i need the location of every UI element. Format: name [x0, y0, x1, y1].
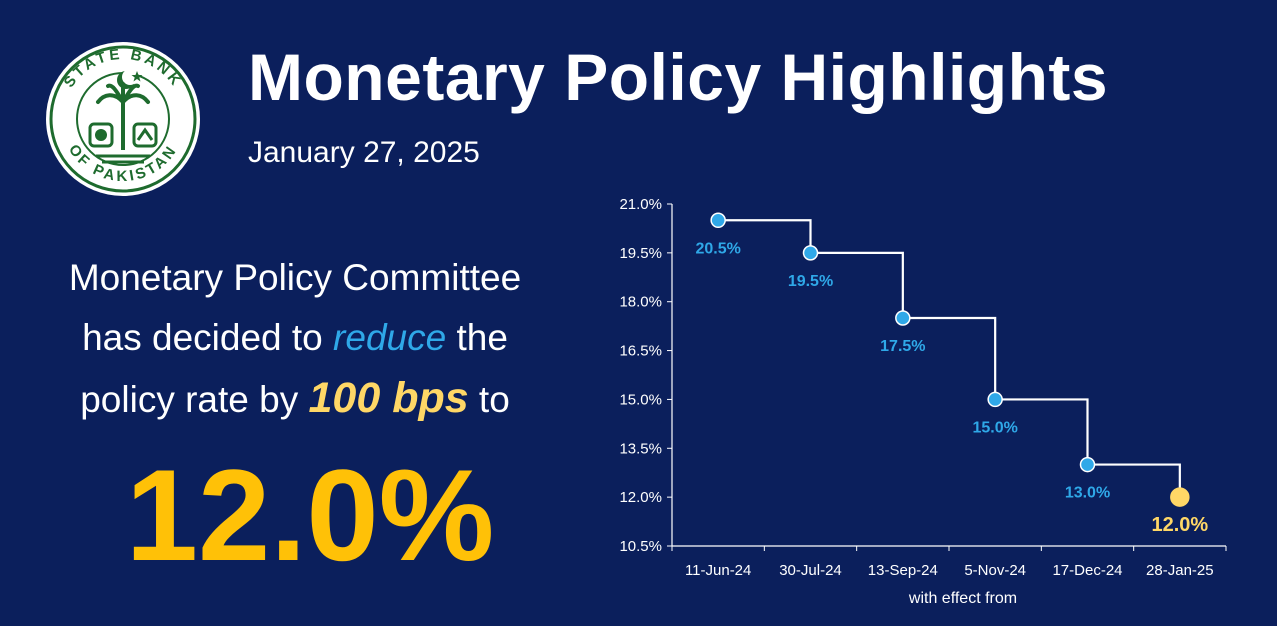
statement-line-2-suffix: the — [456, 317, 508, 358]
policy-statement: Monetary Policy Committee has decided to… — [20, 248, 570, 430]
y-tick-label: 15.0% — [619, 391, 662, 408]
statement-line-2: has decided to reduce the — [20, 308, 570, 368]
current-rate-point — [1170, 487, 1190, 507]
current-rate-label: 12.0% — [1151, 514, 1208, 536]
data-label: 15.0% — [972, 419, 1017, 436]
data-point — [1079, 456, 1096, 473]
statement-line-2-prefix: has decided to — [82, 317, 323, 358]
statement-line-3-suffix: to — [478, 379, 510, 420]
x-axis-label: with effect from — [908, 590, 1017, 607]
data-point — [710, 212, 726, 229]
series-step-line — [718, 219, 1181, 498]
y-tick-label: 21.0% — [619, 196, 662, 213]
statement-line-3: policy rate by 100 bps to — [20, 368, 570, 430]
statement-line-1: Monetary Policy Committee — [68, 257, 522, 298]
statement-reduce-emphasis: reduce — [333, 317, 447, 358]
data-point — [895, 310, 911, 326]
statement-line-3-prefix: policy rate by — [80, 379, 299, 420]
policy-rate-step-chart: 10.5% 12.0% 13.5% 15.0% 16.5% 18.0% 19.5% 21.0%… — [619, 196, 1227, 607]
x-tick-label: 5-Nov-24 — [964, 562, 1026, 579]
policy-rate-value: 12.0% — [125, 442, 495, 588]
x-tick-label: 11-Jun-24 — [685, 562, 751, 579]
x-tick-label: 17-Dec-24 — [1052, 562, 1122, 579]
state-bank-logo: STATE BANK OF PAKISTAN — [46, 42, 200, 196]
data-point — [987, 391, 1003, 408]
data-point — [802, 245, 819, 261]
y-tick-label: 12.0% — [619, 489, 662, 506]
y-tick-label: 19.5% — [619, 245, 662, 262]
data-label: 13.0% — [1065, 485, 1110, 502]
data-label: 19.5% — [788, 273, 833, 290]
data-label: 17.5% — [880, 338, 925, 355]
page-title: Monetary Policy Highlights — [248, 40, 1109, 114]
y-tick-label: 16.5% — [619, 343, 662, 360]
x-tick-label: 28-Jan-25 — [1146, 562, 1214, 579]
x-tick-label: 13-Sep-24 — [868, 562, 938, 579]
y-tick-label: 13.5% — [619, 440, 662, 457]
statement-bps-emphasis: 100 bps — [308, 374, 469, 422]
y-tick-label: 18.0% — [619, 294, 662, 311]
data-label: 20.5% — [695, 240, 740, 257]
release-date: January 27, 2025 — [248, 136, 480, 169]
x-tick-label: 30-Jul-24 — [779, 562, 842, 579]
y-tick-label: 10.5% — [619, 538, 662, 555]
